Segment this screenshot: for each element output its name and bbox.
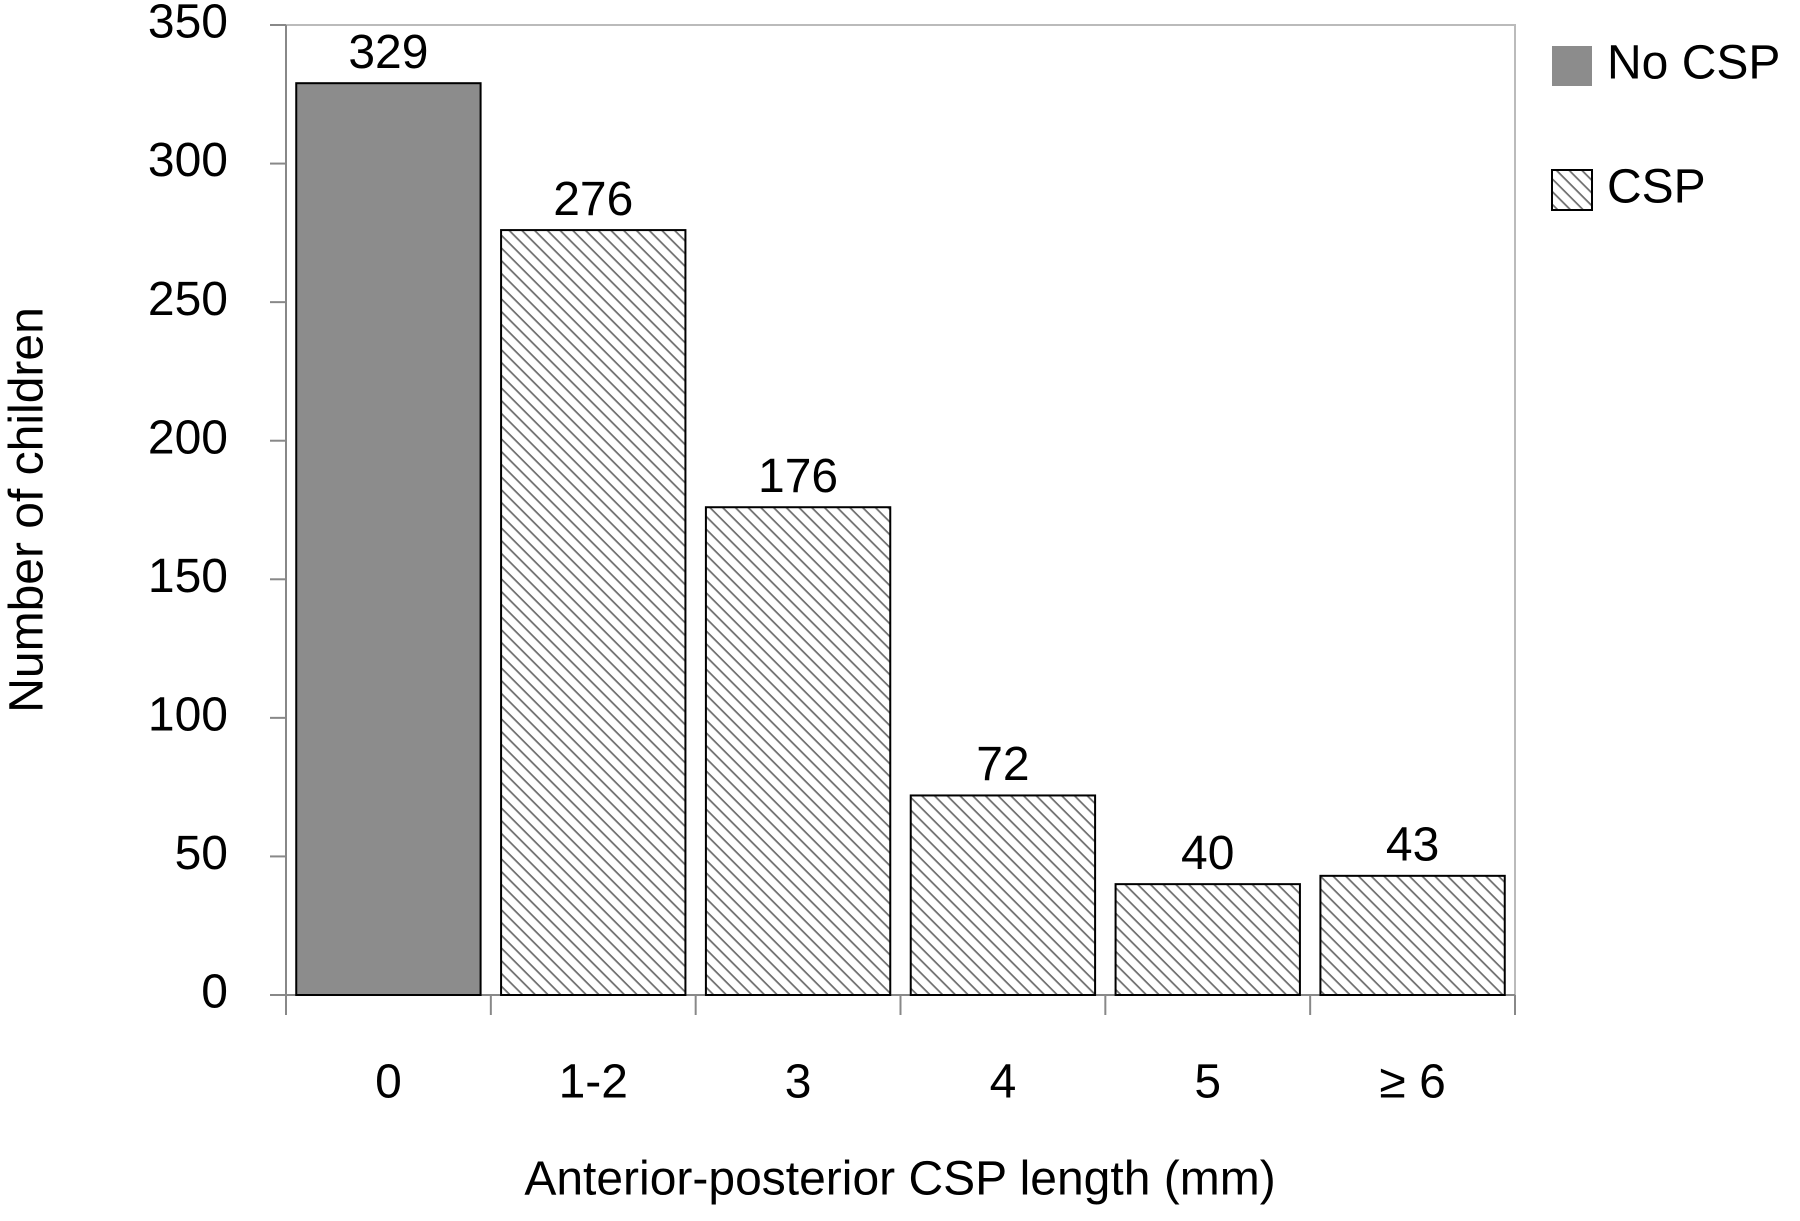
legend-swatch (1552, 46, 1592, 86)
bar (500, 229, 687, 997)
y-tick-label: 250 (148, 273, 228, 326)
y-tick-label: 50 (175, 827, 228, 880)
x-tick-label: ≥ 6 (1379, 1056, 1445, 1109)
data-label: 329 (348, 26, 428, 79)
data-label: 276 (553, 173, 633, 226)
x-axis-title: Anterior-posterior CSP length (mm) (524, 1153, 1275, 1206)
bar (1319, 874, 1506, 996)
data-label: 176 (758, 450, 838, 503)
x-tick-label: 3 (785, 1056, 812, 1109)
y-tick-label: 0 (201, 966, 228, 1019)
x-tick-label: 0 (375, 1056, 402, 1109)
y-axis-title: Number of children (1, 307, 54, 713)
legend-swatch (1551, 169, 1593, 211)
legend-label: No CSP (1607, 37, 1780, 90)
y-tick-label: 100 (148, 689, 228, 742)
y-tick-label: 200 (148, 411, 228, 464)
x-tick-label: 5 (1194, 1056, 1221, 1109)
y-tick-label: 150 (148, 550, 228, 603)
bar (704, 506, 892, 996)
data-label: 40 (1181, 827, 1234, 880)
x-tick-label: 4 (990, 1056, 1017, 1109)
y-tick-label: 350 (148, 0, 228, 49)
bar (909, 794, 1097, 997)
data-label: 43 (1386, 819, 1439, 872)
x-tick-label: 1-2 (559, 1056, 628, 1109)
bar (295, 82, 482, 996)
y-tick-label: 300 (148, 134, 228, 187)
legend-label: CSP (1607, 161, 1706, 214)
bar (1114, 883, 1301, 997)
data-label: 72 (976, 738, 1029, 791)
